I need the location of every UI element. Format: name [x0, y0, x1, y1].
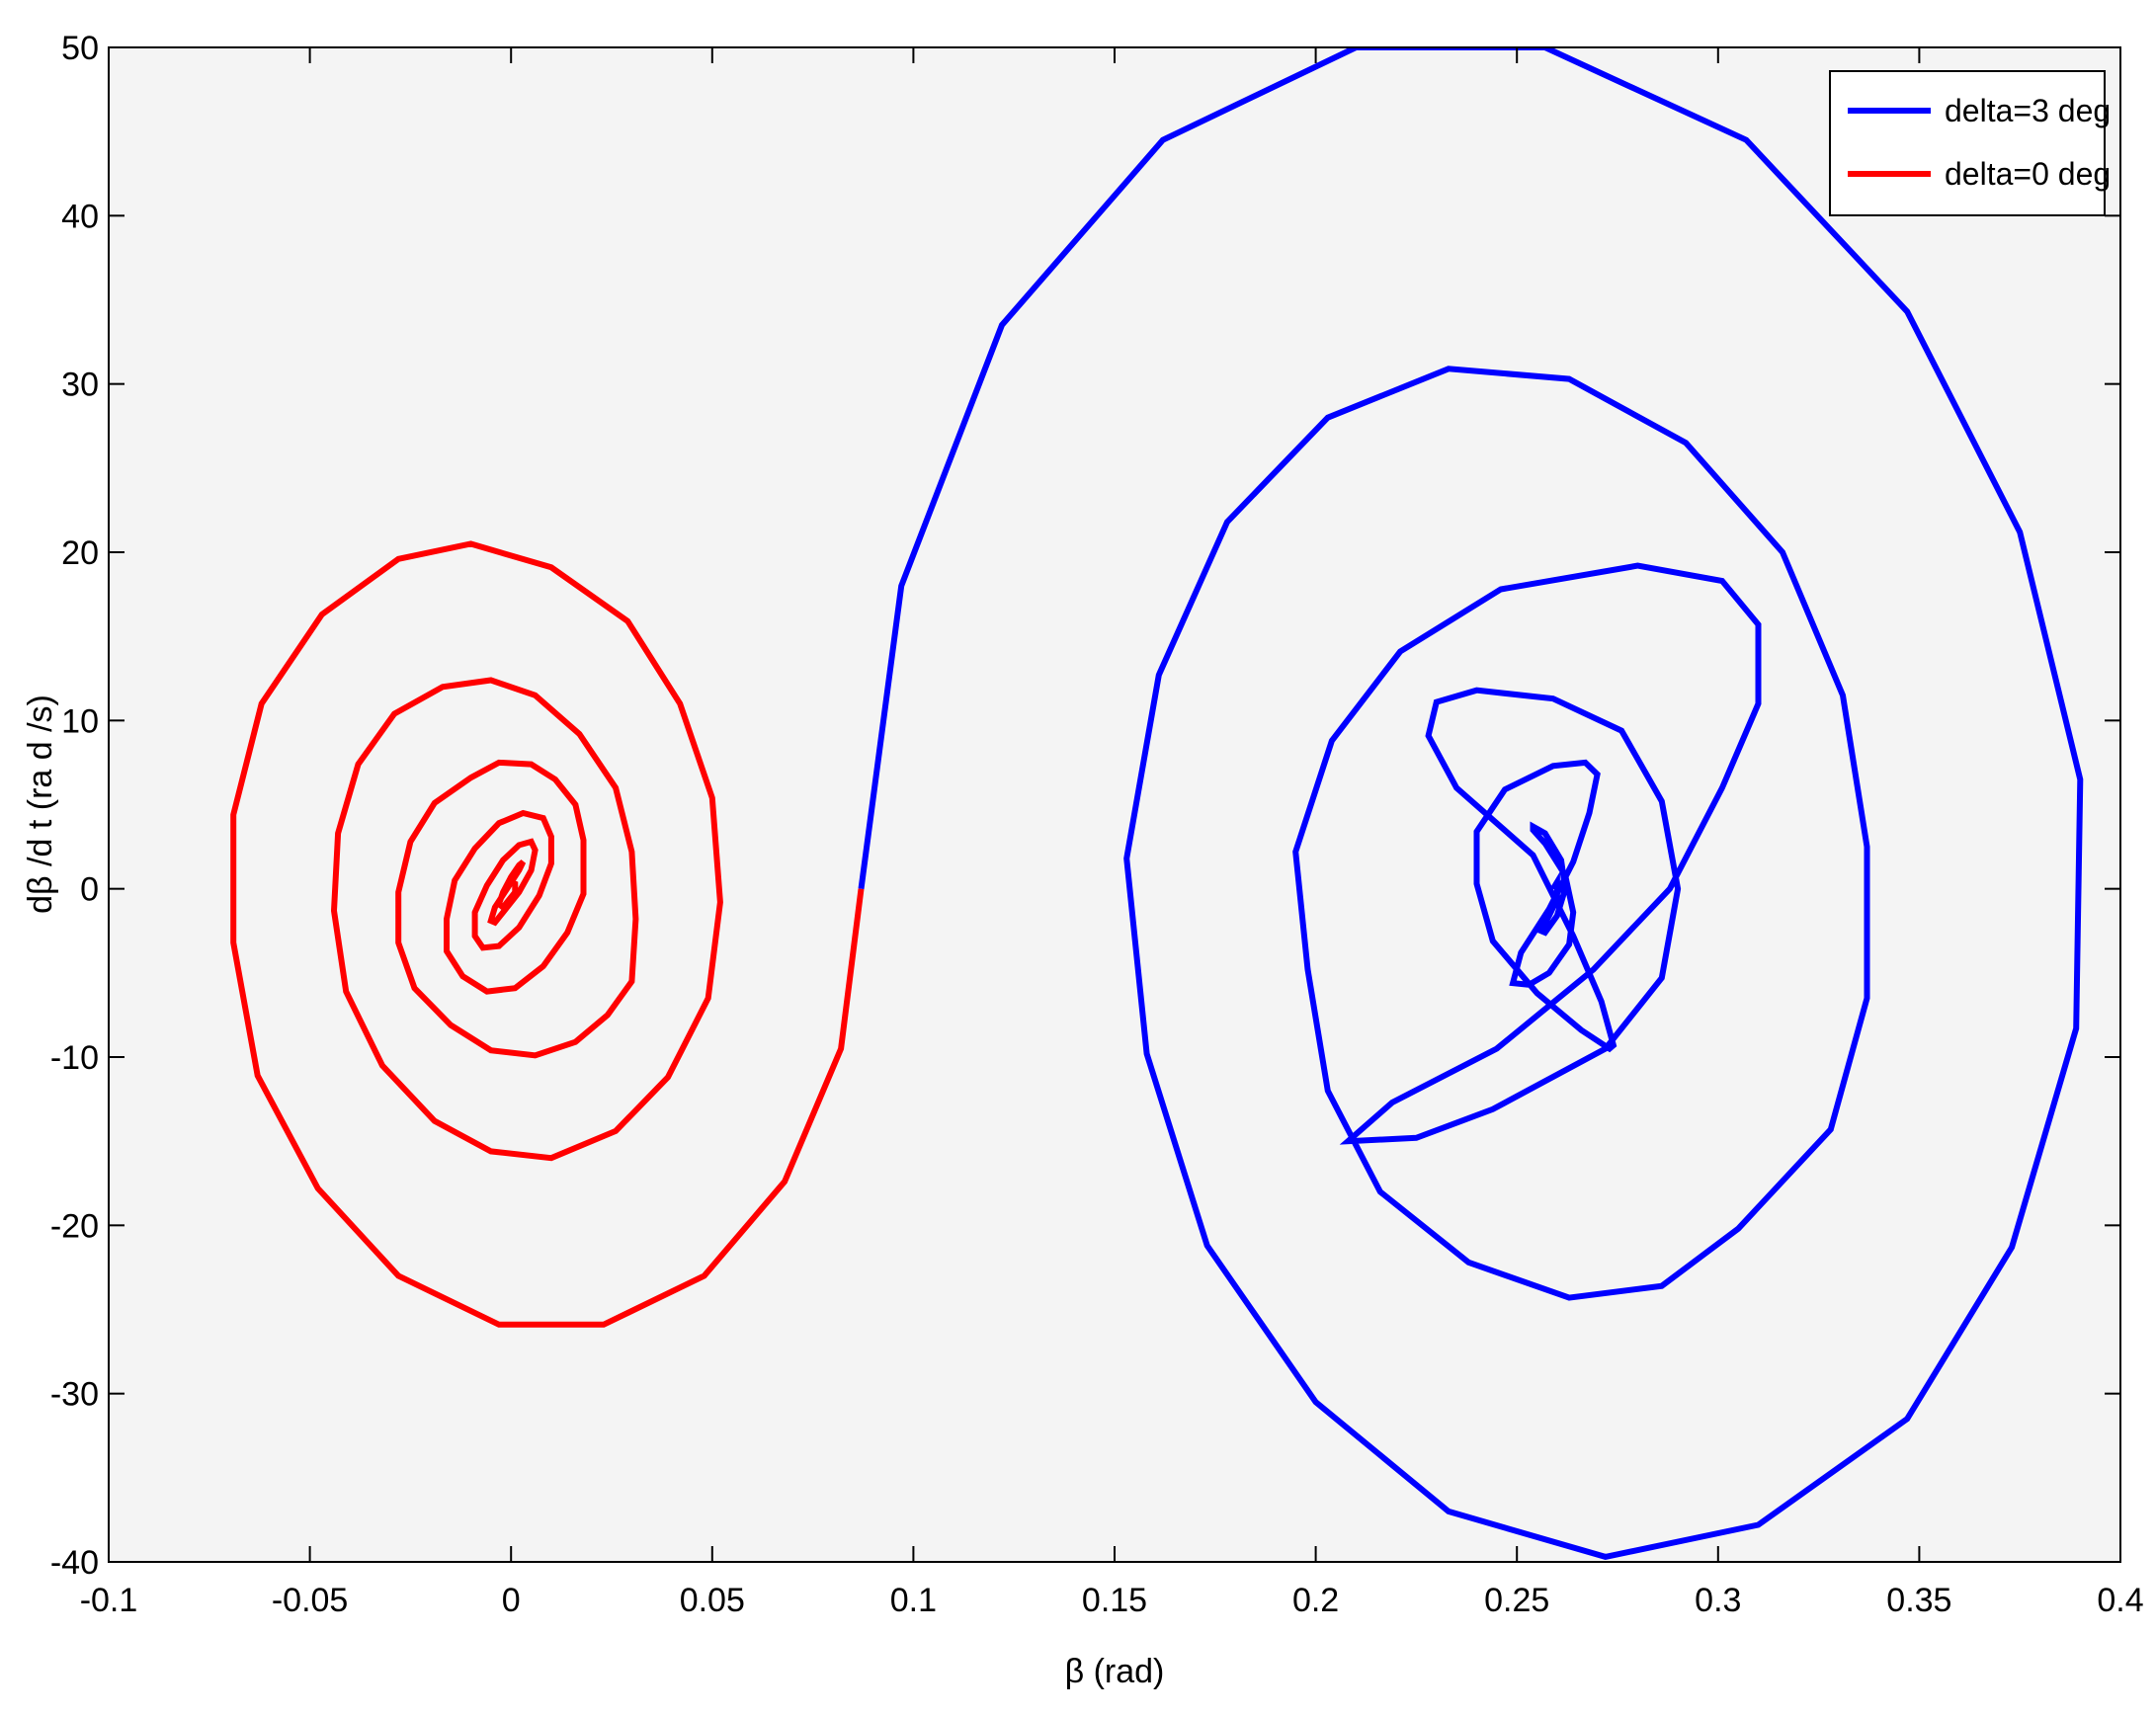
x-tick-label: 0.35	[1886, 1582, 1951, 1619]
x-tick-label: 0.15	[1082, 1582, 1147, 1619]
x-tick-label: 0.1	[890, 1582, 937, 1619]
legend-items: delta=3 deg delta=0 deg	[1848, 93, 2111, 192]
x-tick-label: 0.2	[1292, 1582, 1339, 1619]
y-tick-label: 20	[61, 534, 99, 572]
y-tick-label: 40	[61, 198, 99, 235]
legend-label: delta=3 deg	[1945, 93, 2111, 128]
x-tick-label: 0.25	[1484, 1582, 1549, 1619]
plot-area	[109, 47, 2120, 1562]
x-axis-title: β (rad)	[1065, 1653, 1165, 1690]
x-tick-label: 0.4	[2097, 1582, 2143, 1619]
y-tick-label: 50	[61, 30, 99, 67]
plot-frame	[108, 46, 2121, 1563]
x-tick-label: -0.1	[80, 1582, 138, 1619]
x-tick-labels: -0.1 -0.05 0 0.05 0.1 0.15 0.2 0.25 0.3 0.35 0.4	[80, 1582, 2144, 1619]
x-tick-label: 0.05	[680, 1582, 745, 1619]
y-tick-label: -40	[50, 1544, 99, 1582]
legend-label: delta=0 deg	[1945, 156, 2111, 192]
series-layer	[230, 47, 2084, 1560]
y-tick-label: 30	[61, 367, 99, 404]
series-line-1	[858, 47, 2084, 1560]
y-tick-label: -30	[50, 1376, 99, 1414]
x-tick-label: 0.3	[1695, 1582, 1741, 1619]
x-tick-label: -0.05	[272, 1582, 349, 1619]
y-tick-label: 10	[61, 702, 99, 740]
x-tick-label: 0	[502, 1582, 521, 1619]
y-axis-title: dβ /d t (ra d /s)	[22, 695, 59, 914]
y-tick-label: 0	[80, 871, 99, 909]
legend: delta=3 deg delta=0 deg	[1829, 70, 2111, 216]
y-tick-labels: -40 -30 -20 -10 0 10 20 30 40 50	[50, 30, 99, 1582]
series-line-2	[230, 540, 865, 1328]
y-tick-label: -10	[50, 1039, 99, 1077]
y-tick-label: -20	[50, 1207, 99, 1245]
legend-box	[1829, 70, 2106, 216]
